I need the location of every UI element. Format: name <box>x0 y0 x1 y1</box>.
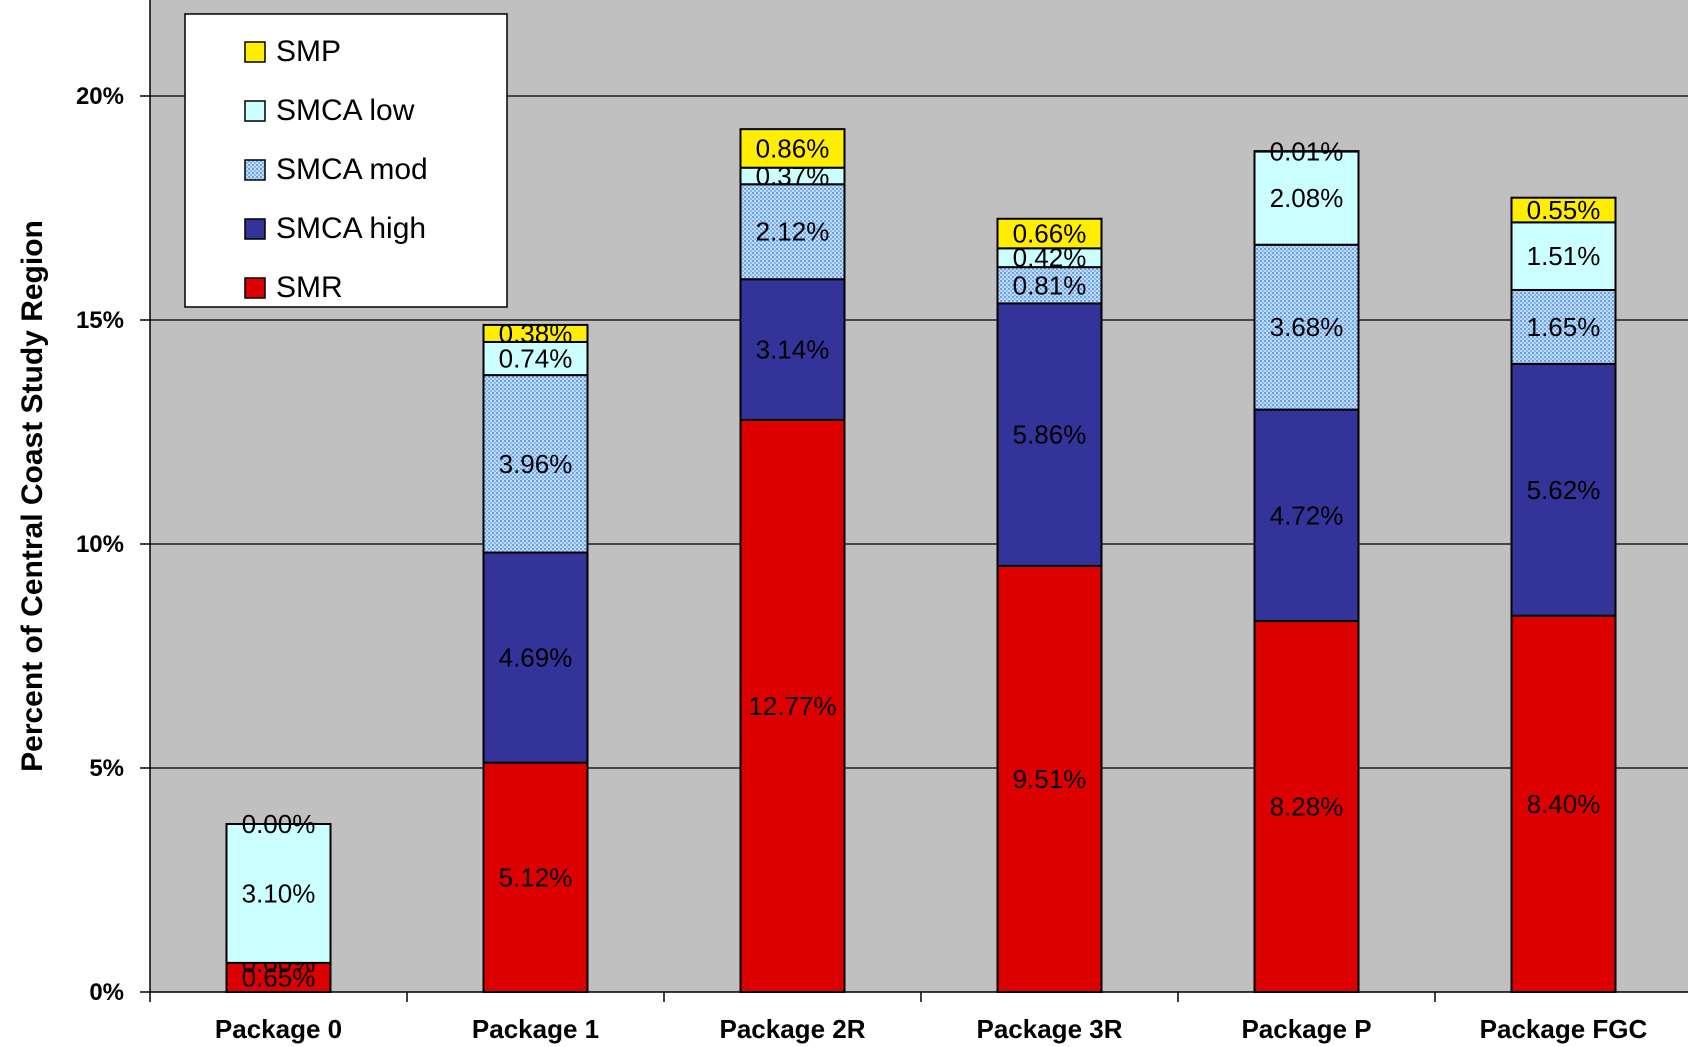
y-tick-label: 0% <box>89 979 124 1006</box>
legend-label-smp: SMP <box>276 35 341 68</box>
bar-package-fgc-smr <box>1510 614 1617 993</box>
legend-label-smr: SMR <box>276 271 343 304</box>
bar-package-3r-smca-mod <box>996 266 1103 305</box>
data-label-package-p-smr: 8.28% <box>1270 792 1344 822</box>
data-label-package-p-smp: 0.01% <box>1270 136 1344 166</box>
data-label-package-2r-smca-mod: 2.12% <box>756 217 830 247</box>
legend-box <box>184 13 508 308</box>
x-category-label: Package P <box>1241 1014 1371 1044</box>
data-label-package-2r-smp: 0.86% <box>756 133 830 163</box>
legend-swatch-smca-high <box>244 218 266 240</box>
axes: 0% 5% 10% 15% 20% Package 0 Package 1 Package 2… <box>76 0 1688 1044</box>
y-axis-title: Percent of Central Coast Study Region <box>16 220 49 772</box>
y-tick-label: 10% <box>76 531 124 558</box>
data-label-package-2r-smr: 12.77% <box>748 691 836 721</box>
bar-package-1-smca-mod <box>482 374 589 554</box>
bar-package-fgc-smca-high <box>1510 362 1617 617</box>
x-category-label: Package FGC <box>1480 1014 1648 1044</box>
data-label-package-p-smca-mod: 3.68% <box>1270 312 1344 342</box>
bar-package-2r-smp <box>739 128 846 169</box>
data-label-package-3r-smr: 9.51% <box>1013 764 1087 794</box>
legend-swatch-smp <box>244 41 266 63</box>
x-category-label: Package 2R <box>720 1014 866 1044</box>
data-label-package-p-smca-low: 2.08% <box>1270 183 1344 213</box>
data-label-package-1-smp: 0.38% <box>499 318 573 348</box>
bar-package-2r-smca-mod <box>739 183 846 281</box>
bar-package-2r-smca-high <box>739 278 846 421</box>
data-label-package-0-smca-low: 3.10% <box>242 878 316 908</box>
data-label-package-fgc-smp: 0.55% <box>1527 195 1601 225</box>
data-label-package-3r-smca-high: 5.86% <box>1013 420 1087 450</box>
data-label-package-fgc-smca-mod: 1.65% <box>1527 312 1601 342</box>
x-category-label: Package 3R <box>977 1014 1123 1044</box>
data-label-package-1-smca-high: 4.69% <box>499 643 573 673</box>
legend-swatch-smr <box>244 277 266 299</box>
y-tick-label: 15% <box>76 307 124 334</box>
data-label-package-fgc-smca-low: 1.51% <box>1527 241 1601 271</box>
bar-package-fgc-smp <box>1510 196 1617 224</box>
bar-package-2r-smr <box>739 418 846 993</box>
x-category-label: Package 1 <box>472 1014 599 1044</box>
bar-package-3r-smr <box>996 564 1103 994</box>
x-category-label: Package 0 <box>215 1014 342 1044</box>
data-label-package-3r-smca-mod: 0.81% <box>1013 270 1087 300</box>
legend-swatch-smca-mod <box>244 159 266 181</box>
legend-swatch-smca-low <box>244 100 266 122</box>
data-label-package-fgc-smr: 8.40% <box>1527 789 1601 819</box>
bar-package-0-smca-low <box>225 823 332 964</box>
bar-package-fgc-smca-low <box>1510 221 1617 291</box>
bar-package-3r-smp <box>996 217 1103 250</box>
data-label-package-1-smr: 5.12% <box>499 862 573 892</box>
bar-package-p-smca-mod <box>1253 243 1360 411</box>
data-label-package-fgc-smca-high: 5.62% <box>1527 475 1601 505</box>
bar-package-1-smp <box>482 323 589 343</box>
bar-package-1-smr <box>482 761 589 994</box>
bar-package-p-smca-high <box>1253 408 1360 623</box>
data-label-package-0-smr: 0.65% <box>242 962 316 992</box>
data-label-package-1-smca-mod: 3.96% <box>499 449 573 479</box>
y-tick-label: 5% <box>89 755 124 782</box>
legend-label-smca-low: SMCA low <box>276 94 415 127</box>
data-label-package-p-smca-high: 4.72% <box>1270 500 1344 530</box>
data-label-package-0-smp: 0.00% <box>242 809 316 839</box>
legend-label-smca-high: SMCA high <box>276 212 426 245</box>
bar-package-p-smca-low <box>1253 150 1360 246</box>
legend: SMP SMCA low SMCA mod SMCA high SMR <box>184 13 508 308</box>
y-tick-label: 20% <box>76 83 124 110</box>
bar-package-fgc-smca-mod <box>1510 288 1617 365</box>
data-label-package-2r-smca-high: 3.14% <box>756 335 830 365</box>
data-label-package-1-smca-low: 0.74% <box>499 344 573 374</box>
data-label-package-3r-smp: 0.66% <box>1013 219 1087 249</box>
legend-label-smca-mod: SMCA mod <box>276 153 428 186</box>
